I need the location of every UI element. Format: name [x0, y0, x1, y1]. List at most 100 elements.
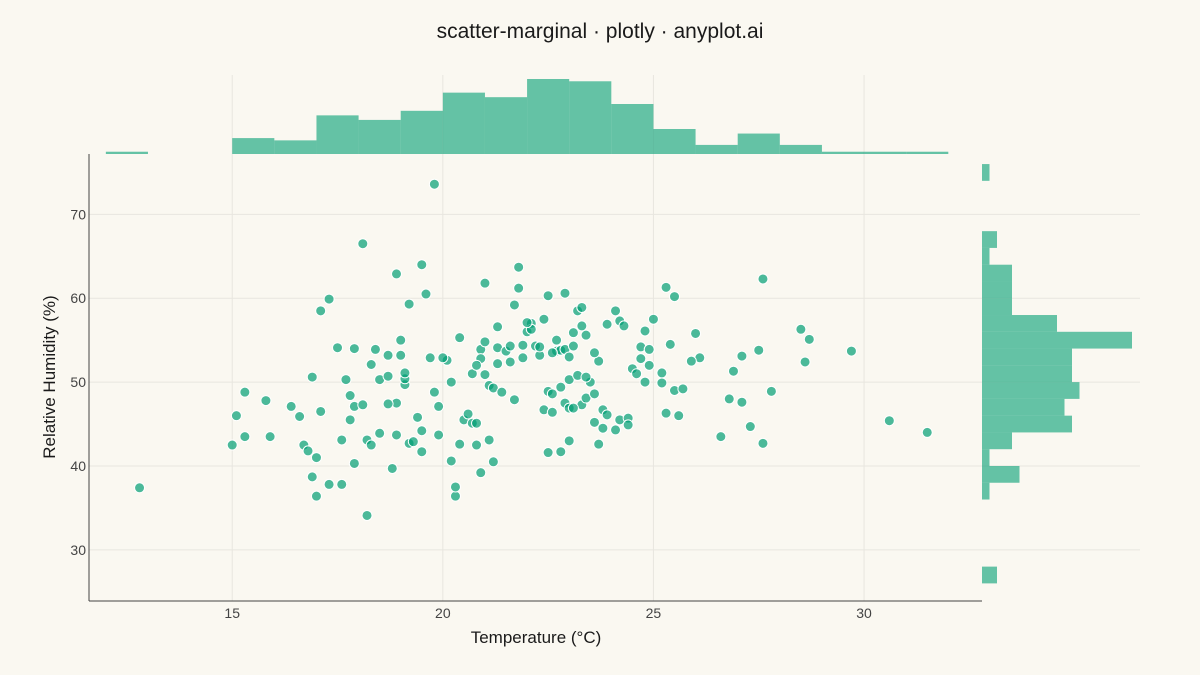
grid-lines: [89, 75, 1140, 601]
scatter-points: [134, 178, 933, 521]
y-hist-bar: [982, 365, 1072, 383]
scatter-point: [580, 329, 592, 341]
scatter-point: [492, 321, 504, 333]
scatter-point: [580, 371, 592, 383]
scatter-point: [593, 438, 605, 450]
scatter-point: [513, 282, 525, 294]
right-marginal-histogram: [982, 164, 1132, 584]
scatter-point: [310, 490, 322, 502]
scatter-point: [567, 402, 579, 414]
scatter-point: [230, 410, 242, 422]
scatter-point: [727, 365, 739, 377]
scatter-point: [799, 356, 811, 368]
scatter-point: [386, 462, 398, 474]
scatter-point: [921, 426, 933, 438]
x-tick-label: 20: [435, 605, 451, 621]
scatter-point: [534, 341, 546, 353]
scatter-point: [517, 352, 529, 364]
scatter-point: [647, 313, 659, 325]
scatter-point: [656, 377, 668, 389]
x-hist-bar: [274, 140, 317, 154]
scatter-point: [521, 317, 533, 329]
scatter-point: [618, 320, 630, 332]
scatter-point: [669, 291, 681, 303]
scatter-point: [757, 437, 769, 449]
scatter-point: [239, 431, 251, 443]
y-tick-label: 70: [70, 206, 86, 222]
scatter-point: [357, 238, 369, 250]
scatter-point: [424, 352, 436, 364]
scatter-point: [538, 313, 550, 325]
scatter-point: [517, 339, 529, 351]
scatter-point: [382, 370, 394, 382]
y-hist-bar: [982, 432, 1012, 450]
scatter-point: [753, 344, 765, 356]
scatter-point: [315, 405, 327, 417]
scatter-point: [508, 299, 520, 311]
x-hist-bar: [569, 81, 612, 154]
scatter-point: [433, 429, 445, 441]
scatter-point: [357, 399, 369, 411]
scatter-point: [479, 336, 491, 348]
x-tick-label: 30: [856, 605, 872, 621]
tick-labels: 15 20 25 30 30 40 50 60 70: [70, 206, 872, 621]
scatter-point: [348, 457, 360, 469]
scatter-point: [795, 323, 807, 335]
scatter-point: [475, 467, 487, 479]
x-hist-bar: [611, 104, 654, 154]
scatter-point: [546, 388, 558, 400]
scatter-point: [471, 359, 483, 371]
x-hist-bar: [906, 151, 949, 154]
x-hist-bar: [484, 97, 528, 154]
scatter-point: [513, 261, 525, 273]
scatter-point: [361, 509, 373, 521]
scatter-point: [588, 347, 600, 359]
scatter-point: [588, 416, 600, 428]
scatter-point: [664, 338, 676, 350]
x-tick-label: 25: [646, 605, 662, 621]
scatter-point: [306, 471, 318, 483]
y-tick-label: 40: [70, 458, 86, 474]
x-hist-bar: [527, 79, 570, 154]
scatter-point: [610, 424, 622, 436]
scatter-point: [631, 368, 643, 380]
scatter-point: [567, 340, 579, 352]
scatter-point: [437, 352, 449, 364]
y-hist-bar: [982, 315, 1057, 332]
scatter-point: [395, 334, 407, 346]
scatter-point: [601, 318, 613, 330]
y-hist-bar: [982, 281, 1012, 299]
scatter-point: [736, 350, 748, 362]
scatter-point: [622, 419, 634, 431]
y-hist-bar: [982, 449, 990, 466]
scatter-point: [639, 376, 651, 388]
scatter-point: [736, 396, 748, 408]
top-marginal-histogram: [105, 79, 949, 154]
y-hist-bar: [982, 298, 1012, 316]
x-hist-bar: [864, 151, 907, 154]
x-hist-bar: [442, 92, 485, 154]
scatter-point: [445, 376, 457, 388]
y-hist-bar: [982, 382, 1080, 399]
scatter-point: [420, 288, 432, 300]
scatter-point: [449, 481, 461, 493]
scatter-point: [365, 439, 377, 451]
scatter-point: [555, 381, 567, 393]
scatter-point: [369, 343, 381, 355]
y-hist-bar: [982, 348, 1072, 366]
y-hist-bar: [982, 482, 990, 500]
y-hist-bar: [982, 415, 1072, 433]
chart-title: scatter-marginal · plotly · anyplot.ai: [437, 20, 764, 43]
scatter-point: [285, 400, 297, 412]
scatter-point: [344, 390, 356, 402]
scatter-point: [690, 327, 702, 339]
scatter-point: [744, 421, 756, 433]
y-hist-bar: [982, 331, 1132, 349]
scatter-point: [264, 431, 276, 443]
scatter-point: [492, 358, 504, 370]
scatter-point: [323, 478, 335, 490]
scatter-point: [323, 293, 335, 305]
scatter-point: [715, 431, 727, 443]
scatter-point: [344, 414, 356, 426]
